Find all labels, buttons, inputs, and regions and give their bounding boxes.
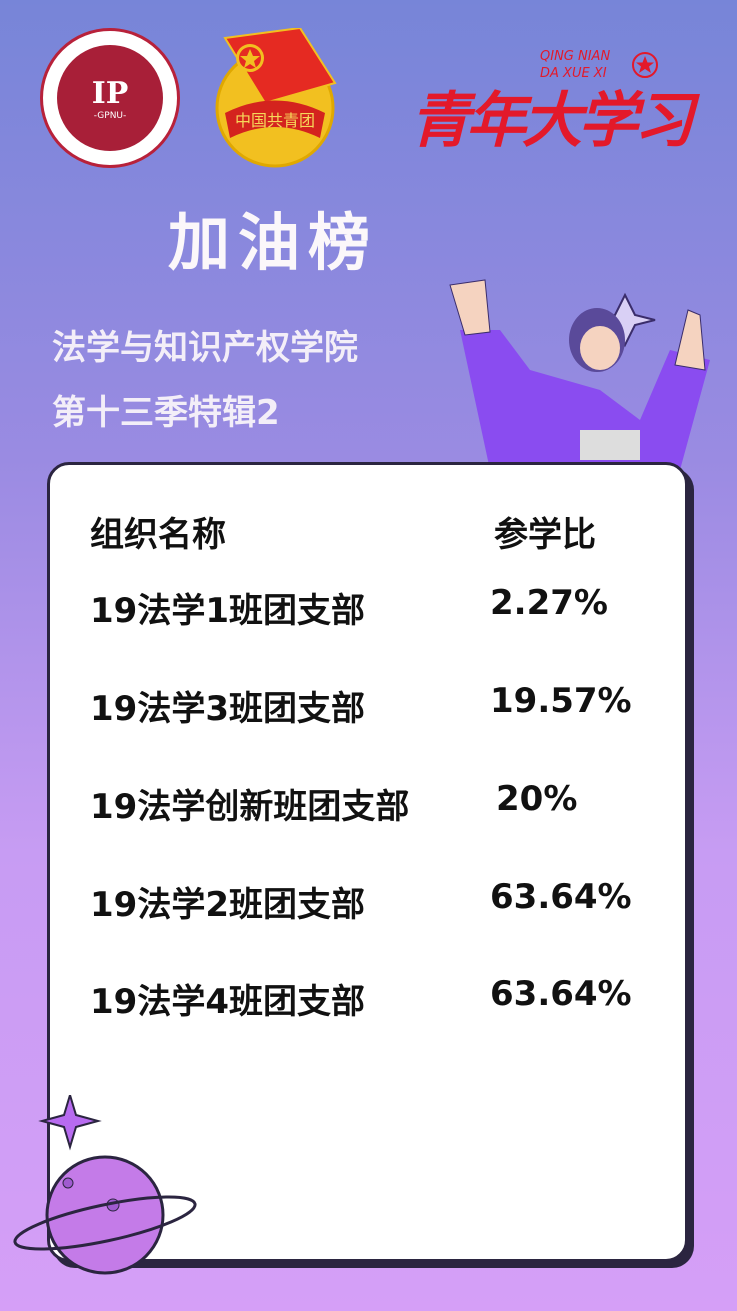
seal-inner: IP -GPNU- [57, 45, 163, 151]
subtitle-school: 法学与知识产权学院 [52, 328, 358, 368]
youth-league-emblem-logo: 中国共青团 [215, 28, 337, 168]
brand-pinyin: QING NIAN DA XUE XI [540, 48, 610, 82]
row-name: 19法学3班团支部 [90, 689, 365, 729]
ranking-card: 组织名称 参学比 19法学1班团支部 2.27% 19法学3班团支部 19.57% … [47, 462, 688, 1262]
row-ratio: 2.27% [490, 583, 608, 623]
planet-illustration [13, 1095, 197, 1275]
emblem-text: 中国共青团 [235, 111, 315, 130]
subtitle-season: 第十三季特辑2 [52, 393, 280, 433]
row-ratio: 63.64% [490, 877, 632, 917]
row-ratio: 63.64% [490, 974, 632, 1014]
brand-text: 青年大学习 [410, 86, 694, 156]
row-name: 19法学2班团支部 [90, 885, 365, 925]
brand-pinyin-line2: DA XUE XI [540, 66, 607, 81]
star-icon [632, 52, 658, 78]
school-seal-logo: IP -GPNU- [40, 28, 180, 168]
header-name: 组织名称 [90, 515, 226, 555]
row-name: 19法学1班团支部 [90, 591, 365, 631]
seal-center-text: IP [91, 75, 129, 111]
brand-logo: QING NIAN DA XUE XI 青年大学习 [410, 48, 710, 168]
seal-abbr: -GPNU- [93, 110, 127, 121]
row-ratio: 20% [496, 779, 578, 819]
row-name: 19法学创新班团支部 [90, 787, 410, 827]
brand-pinyin-line1: QING NIAN [540, 49, 611, 64]
row-ratio: 19.57% [490, 681, 632, 721]
header-ratio: 参学比 [494, 515, 596, 555]
row-name: 19法学4班团支部 [90, 982, 365, 1022]
cheering-girl-illustration [449, 279, 710, 470]
page-title: 加油榜 [168, 206, 379, 279]
